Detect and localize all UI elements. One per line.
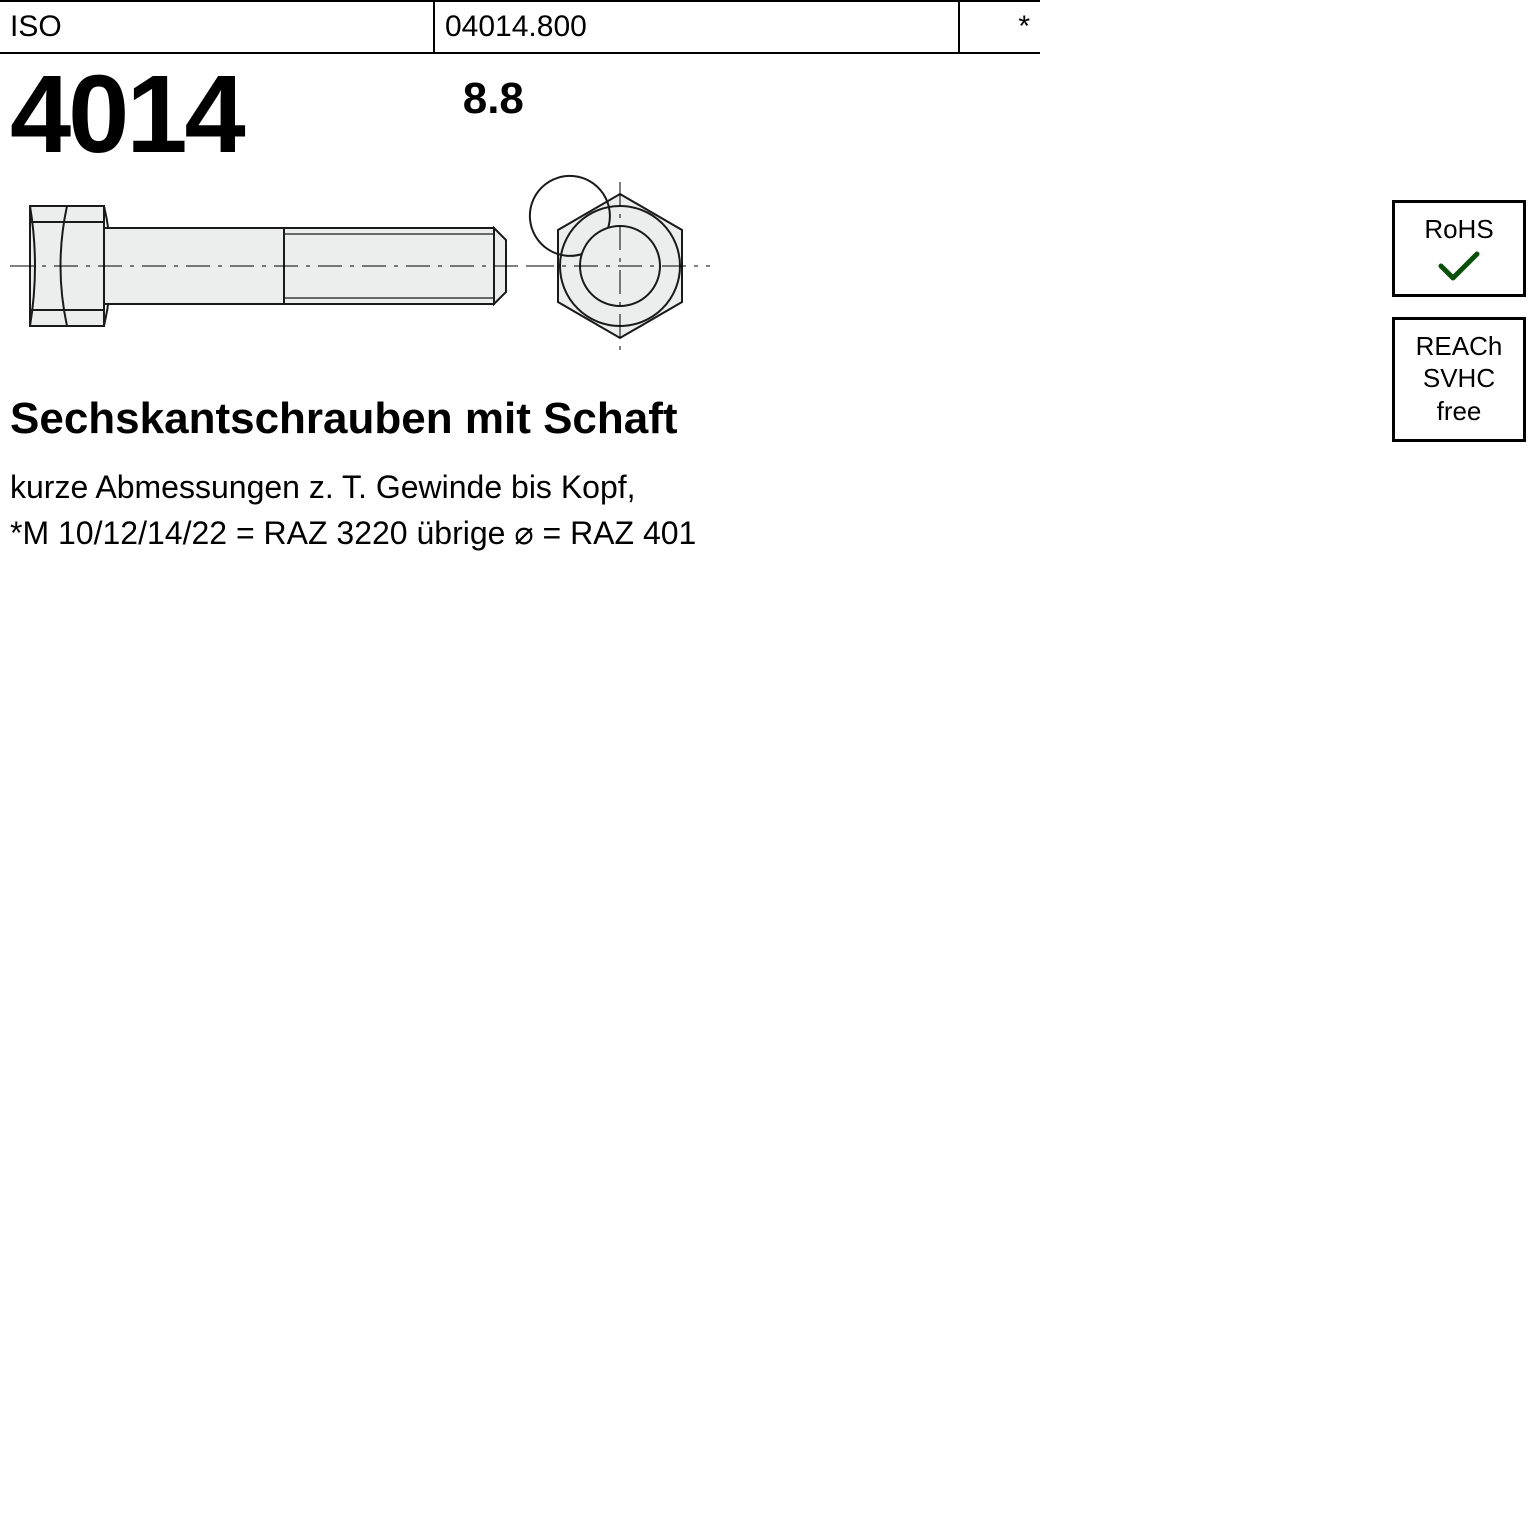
strength-grade: 8.8 — [463, 74, 524, 124]
reach-l3: free — [1395, 395, 1523, 428]
reach-l2: SVHC — [1395, 362, 1523, 395]
standard-number: 4014 — [10, 60, 243, 170]
desc-line-1: kurze Abmessungen z. T. Gewinde bis Kopf… — [10, 464, 730, 510]
description: kurze Abmessungen z. T. Gewinde bis Kopf… — [10, 464, 730, 557]
header-bar: ISO 04014.800 * — [0, 0, 1040, 54]
rohs-label: RoHS — [1424, 214, 1493, 244]
check-icon — [1437, 250, 1481, 282]
desc-line-2: *M 10/12/14/22 = RAZ 3220 übrige ⌀ = RAZ… — [10, 510, 730, 556]
hdr-right: * — [960, 2, 1040, 52]
rohs-badge: RoHS — [1392, 200, 1526, 297]
reach-l1: REACh — [1395, 330, 1523, 363]
hdr-left: ISO — [0, 2, 435, 52]
hdr-mid: 04014.800 — [435, 2, 960, 52]
product-title: Sechskantschrauben mit Schaft — [10, 394, 1040, 444]
reach-badge: REACh SVHC free — [1392, 317, 1526, 443]
bolt-drawing — [10, 176, 1040, 366]
